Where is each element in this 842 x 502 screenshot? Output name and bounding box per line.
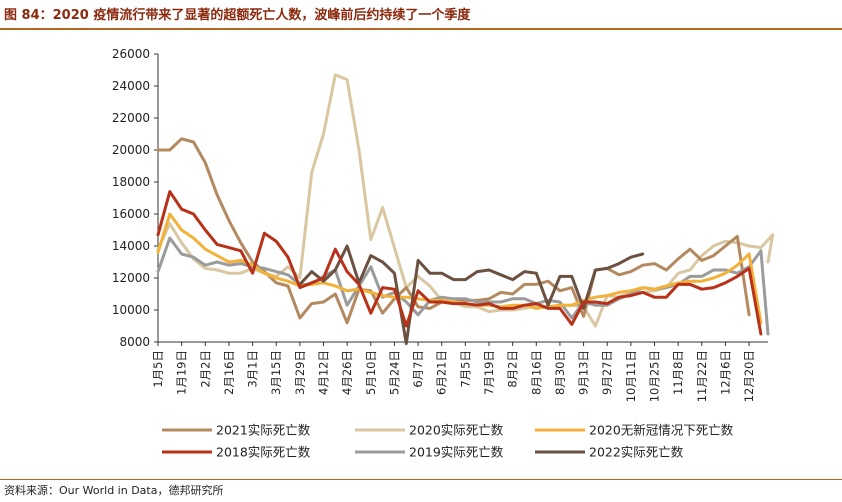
x-tick-label: 3月29日 — [293, 350, 307, 395]
x-tick-label: 8月16日 — [529, 350, 543, 395]
series-line-6 — [298, 244, 645, 346]
chart-legend: 2021实际死亡数 2020实际死亡数 2020无新冠情况下死亡数 2018实际死亡数… — [162, 423, 734, 460]
chart-title: 图 84：2020 疫情流行带来了显著的超额死亡人数，波峰前后约持续了一个季度 — [4, 8, 471, 23]
x-tick-label: 2月2日 — [198, 350, 212, 388]
series-line-5 — [156, 236, 770, 336]
x-tick-label: 6月7日 — [411, 350, 425, 388]
x-tick-label: 3月15日 — [269, 350, 283, 395]
y-tick-label: 10000 — [112, 303, 150, 317]
x-tick-label: 11月22日 — [695, 350, 709, 402]
series-line-1 — [156, 137, 751, 325]
series-line-4 — [156, 190, 763, 336]
x-tick-label: 8月2日 — [506, 350, 520, 388]
x-tick-label: 6月21日 — [435, 350, 449, 395]
x-tick-label: 2月16日 — [222, 350, 236, 395]
line-chart: 8000 10000 12000 14000 16000 18000 20000 22000 2… — [112, 47, 775, 460]
title-divider — [0, 28, 842, 30]
y-tick-label: 22000 — [112, 111, 150, 125]
x-tick-label: 5月24日 — [387, 350, 401, 395]
legend-label: 2020无新冠情况下死亡数 — [589, 423, 734, 438]
x-tick-label: 12月6日 — [718, 350, 732, 395]
x-tick-label: 4月26日 — [340, 350, 354, 395]
y-tick-label: 24000 — [112, 79, 150, 93]
x-tick-label: 9月13日 — [577, 350, 591, 395]
y-tick-label: 12000 — [112, 271, 150, 285]
x-tick-label: 12月20日 — [742, 350, 756, 402]
y-tick-label: 16000 — [112, 207, 150, 221]
y-tick-label: 14000 — [112, 239, 150, 253]
legend-label: 2018实际死亡数 — [216, 445, 311, 460]
footer-divider — [0, 479, 842, 480]
x-tick-label: 10月25日 — [648, 350, 662, 402]
x-tick-label: 7月19日 — [482, 350, 496, 395]
x-tick-label: 1月19日 — [175, 350, 189, 395]
y-tick-label: 20000 — [112, 143, 150, 157]
legend-label: 2021实际死亡数 — [216, 423, 311, 438]
chart-series-lines — [156, 73, 775, 346]
legend-label: 2019实际死亡数 — [409, 445, 504, 460]
source-note: 资料来源：Our World in Data，德邦研究所 — [4, 484, 224, 497]
legend-label: 2020实际死亡数 — [409, 423, 504, 438]
x-tick-label: 1月5日 — [151, 350, 165, 388]
legend-label: 2022实际死亡数 — [589, 445, 684, 460]
x-tick-label: 7月5日 — [458, 350, 472, 388]
x-tick-label: 10月11日 — [624, 350, 638, 402]
y-tick-label: 18000 — [112, 175, 150, 189]
x-tick-label: 8月30日 — [553, 350, 567, 395]
chart-axes: 8000 10000 12000 14000 16000 18000 20000 22000 2… — [112, 47, 768, 402]
x-tick-label: 9月27日 — [600, 350, 614, 395]
y-tick-label: 26000 — [112, 47, 150, 61]
x-tick-label: 3月1日 — [246, 350, 260, 388]
x-tick-label: 4月12日 — [317, 350, 331, 395]
x-tick-label: 11月8日 — [671, 350, 685, 395]
series-line-2 — [156, 73, 775, 328]
y-tick-label: 8000 — [119, 335, 150, 349]
x-tick-label: 5月10日 — [364, 350, 378, 395]
